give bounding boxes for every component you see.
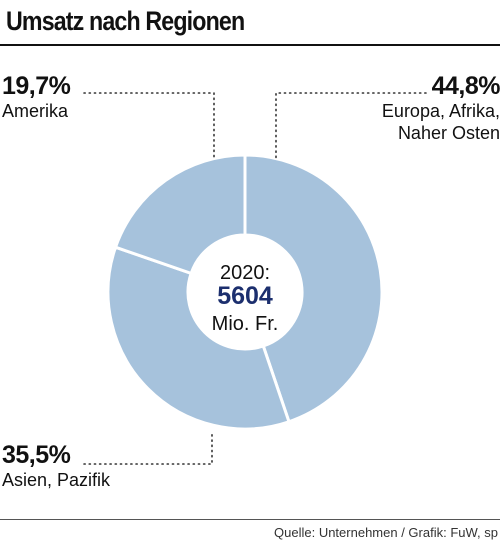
center-unit: Mio. Fr. bbox=[212, 313, 279, 335]
label-amerika: 19,7% Amerika bbox=[2, 72, 71, 122]
category-label-europa-line2: Naher Osten bbox=[397, 123, 500, 143]
chart-title: Umsatz nach Regionen bbox=[6, 6, 245, 36]
slice-asien bbox=[106, 245, 291, 431]
slice-europa bbox=[243, 153, 384, 424]
center-label: 2020: 5604 Mio. Fr. bbox=[212, 262, 279, 335]
title-rule bbox=[0, 44, 500, 46]
category-label-asien: Asien, Pazifik bbox=[2, 470, 111, 490]
leader-lines bbox=[83, 92, 427, 465]
value-label-europa: 44,8% bbox=[431, 72, 500, 100]
center-total: 5604 bbox=[217, 282, 273, 310]
leader-asien bbox=[83, 431, 213, 465]
donut-slices bbox=[106, 153, 384, 431]
category-label-amerika: Amerika bbox=[2, 101, 69, 121]
label-europa: 44,8% Europa, Afrika, Naher Osten bbox=[382, 72, 500, 144]
category-label-europa-line1: Europa, Afrika, bbox=[381, 101, 500, 121]
center-year: 2020: bbox=[220, 262, 270, 284]
leader-europa bbox=[275, 92, 427, 159]
footer-rule bbox=[0, 519, 500, 520]
slice-amerika bbox=[113, 153, 247, 276]
value-label-amerika: 19,7% bbox=[2, 72, 71, 100]
source-note: Quelle: Unternehmen / Grafik: FuW, sp bbox=[274, 525, 498, 540]
label-asien: 35,5% Asien, Pazifik bbox=[2, 441, 110, 491]
value-label-asien: 35,5% bbox=[2, 441, 71, 469]
leader-amerika bbox=[83, 92, 215, 159]
